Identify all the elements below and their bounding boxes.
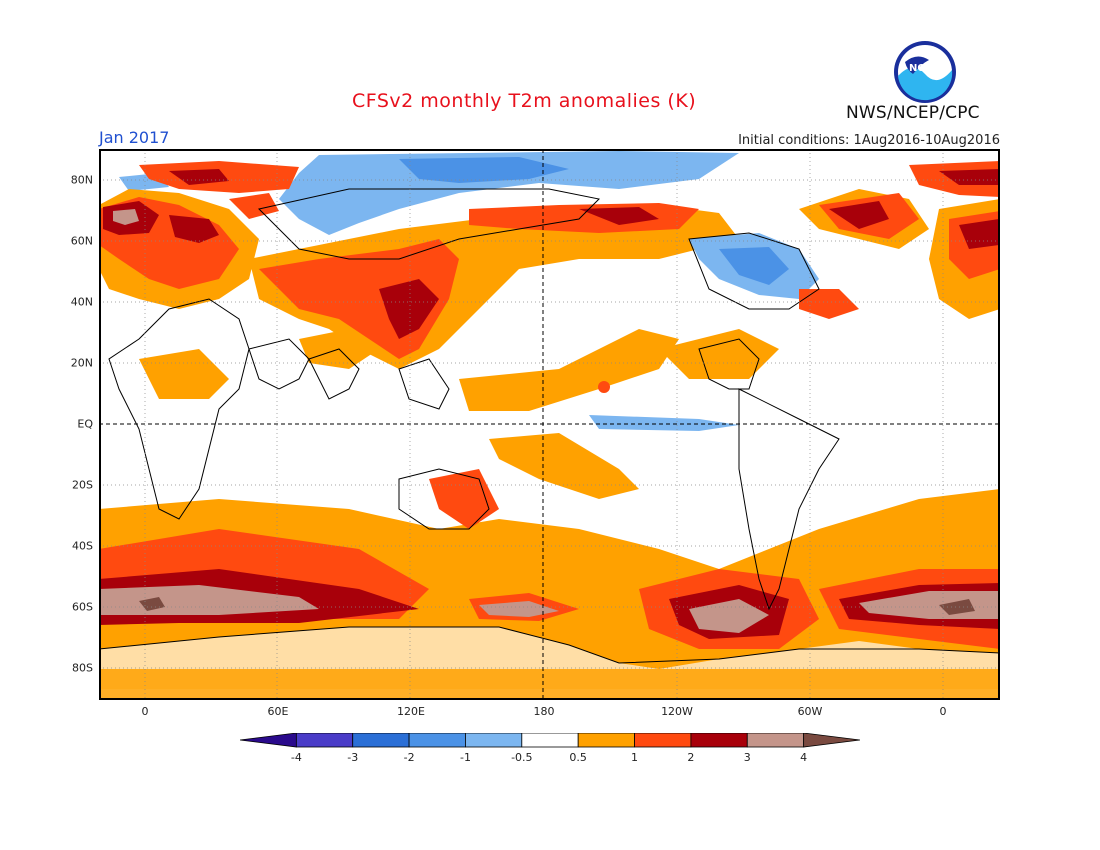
north-america-cold-region (689, 189, 929, 319)
colorbar-swatch (240, 733, 297, 748)
colorbar: -4 -3 -2 -1 -0.5 0.5 1 2 3 4 (240, 733, 860, 764)
colorbar-label: 0.5 (569, 751, 587, 764)
lat-label: 40S (72, 539, 93, 553)
colorbar-label: -1 (460, 751, 471, 764)
lon-label: 60W (797, 705, 823, 718)
map-frame (99, 149, 1000, 700)
colorbar-swatch (634, 733, 692, 748)
colorbar-label: 4 (800, 751, 807, 764)
lat-label: 20S (72, 478, 93, 492)
right-edge-warm-region (929, 199, 1000, 319)
colorbar-swatch (803, 733, 860, 748)
colorbar-swatch (521, 733, 579, 748)
colorbar-swatch (577, 733, 635, 748)
lon-label: 0 (939, 705, 947, 718)
colorbar-swatch (465, 733, 523, 748)
colorbar-swatch (746, 733, 805, 748)
colorbar-label: 2 (687, 751, 694, 764)
coastlines (99, 188, 1000, 664)
period-label: Jan 2017 (99, 128, 170, 147)
colorbar-swatch (690, 733, 748, 748)
lat-label: 60N (70, 234, 93, 248)
colorbar-label: -0.5 (511, 751, 532, 764)
lon-label: 180 (533, 705, 555, 718)
colorbar-label: -2 (404, 751, 415, 764)
noaa-logo: NOAA (894, 41, 956, 103)
arctic-cold-region (119, 151, 739, 235)
lat-label: EQ (77, 417, 93, 431)
map-title: CFSv2 monthly T2m anomalies (K) (352, 90, 697, 112)
colorbar-swatch (408, 733, 466, 748)
logo-text: NOAA (909, 63, 941, 74)
anomaly-map (99, 149, 1000, 700)
lat-label: 20N (70, 356, 93, 370)
lat-label: 40N (70, 295, 93, 309)
colorbar-swatch (352, 733, 410, 748)
colorbar-label: 3 (744, 751, 751, 764)
initial-conditions-label: Initial conditions: 1Aug2016-10Aug2016 (738, 133, 1000, 148)
colorbar-label: -4 (291, 751, 302, 764)
colorbar-label: 1 (631, 751, 638, 764)
lon-label: 60E (267, 705, 289, 718)
lon-label: 0 (141, 705, 149, 718)
lat-label: 60S (72, 600, 93, 614)
lon-label: 120W (661, 705, 693, 718)
agency-label: NWS/NCEP/CPC (846, 103, 980, 123)
colorbar-swatch (295, 733, 354, 748)
europe-warm-region (99, 189, 259, 309)
lon-label: 120E (397, 705, 425, 718)
arctic-warm-strip (139, 161, 1000, 219)
asia-warm-region (249, 203, 739, 369)
colorbar-label: -3 (347, 751, 358, 764)
longitude-labels: 0 60E 120E 180 120W 60W 0 (0, 705, 1100, 721)
lat-label: 80N (70, 173, 93, 187)
lat-label: 80S (72, 661, 93, 675)
tropical-warm-region (139, 329, 779, 499)
